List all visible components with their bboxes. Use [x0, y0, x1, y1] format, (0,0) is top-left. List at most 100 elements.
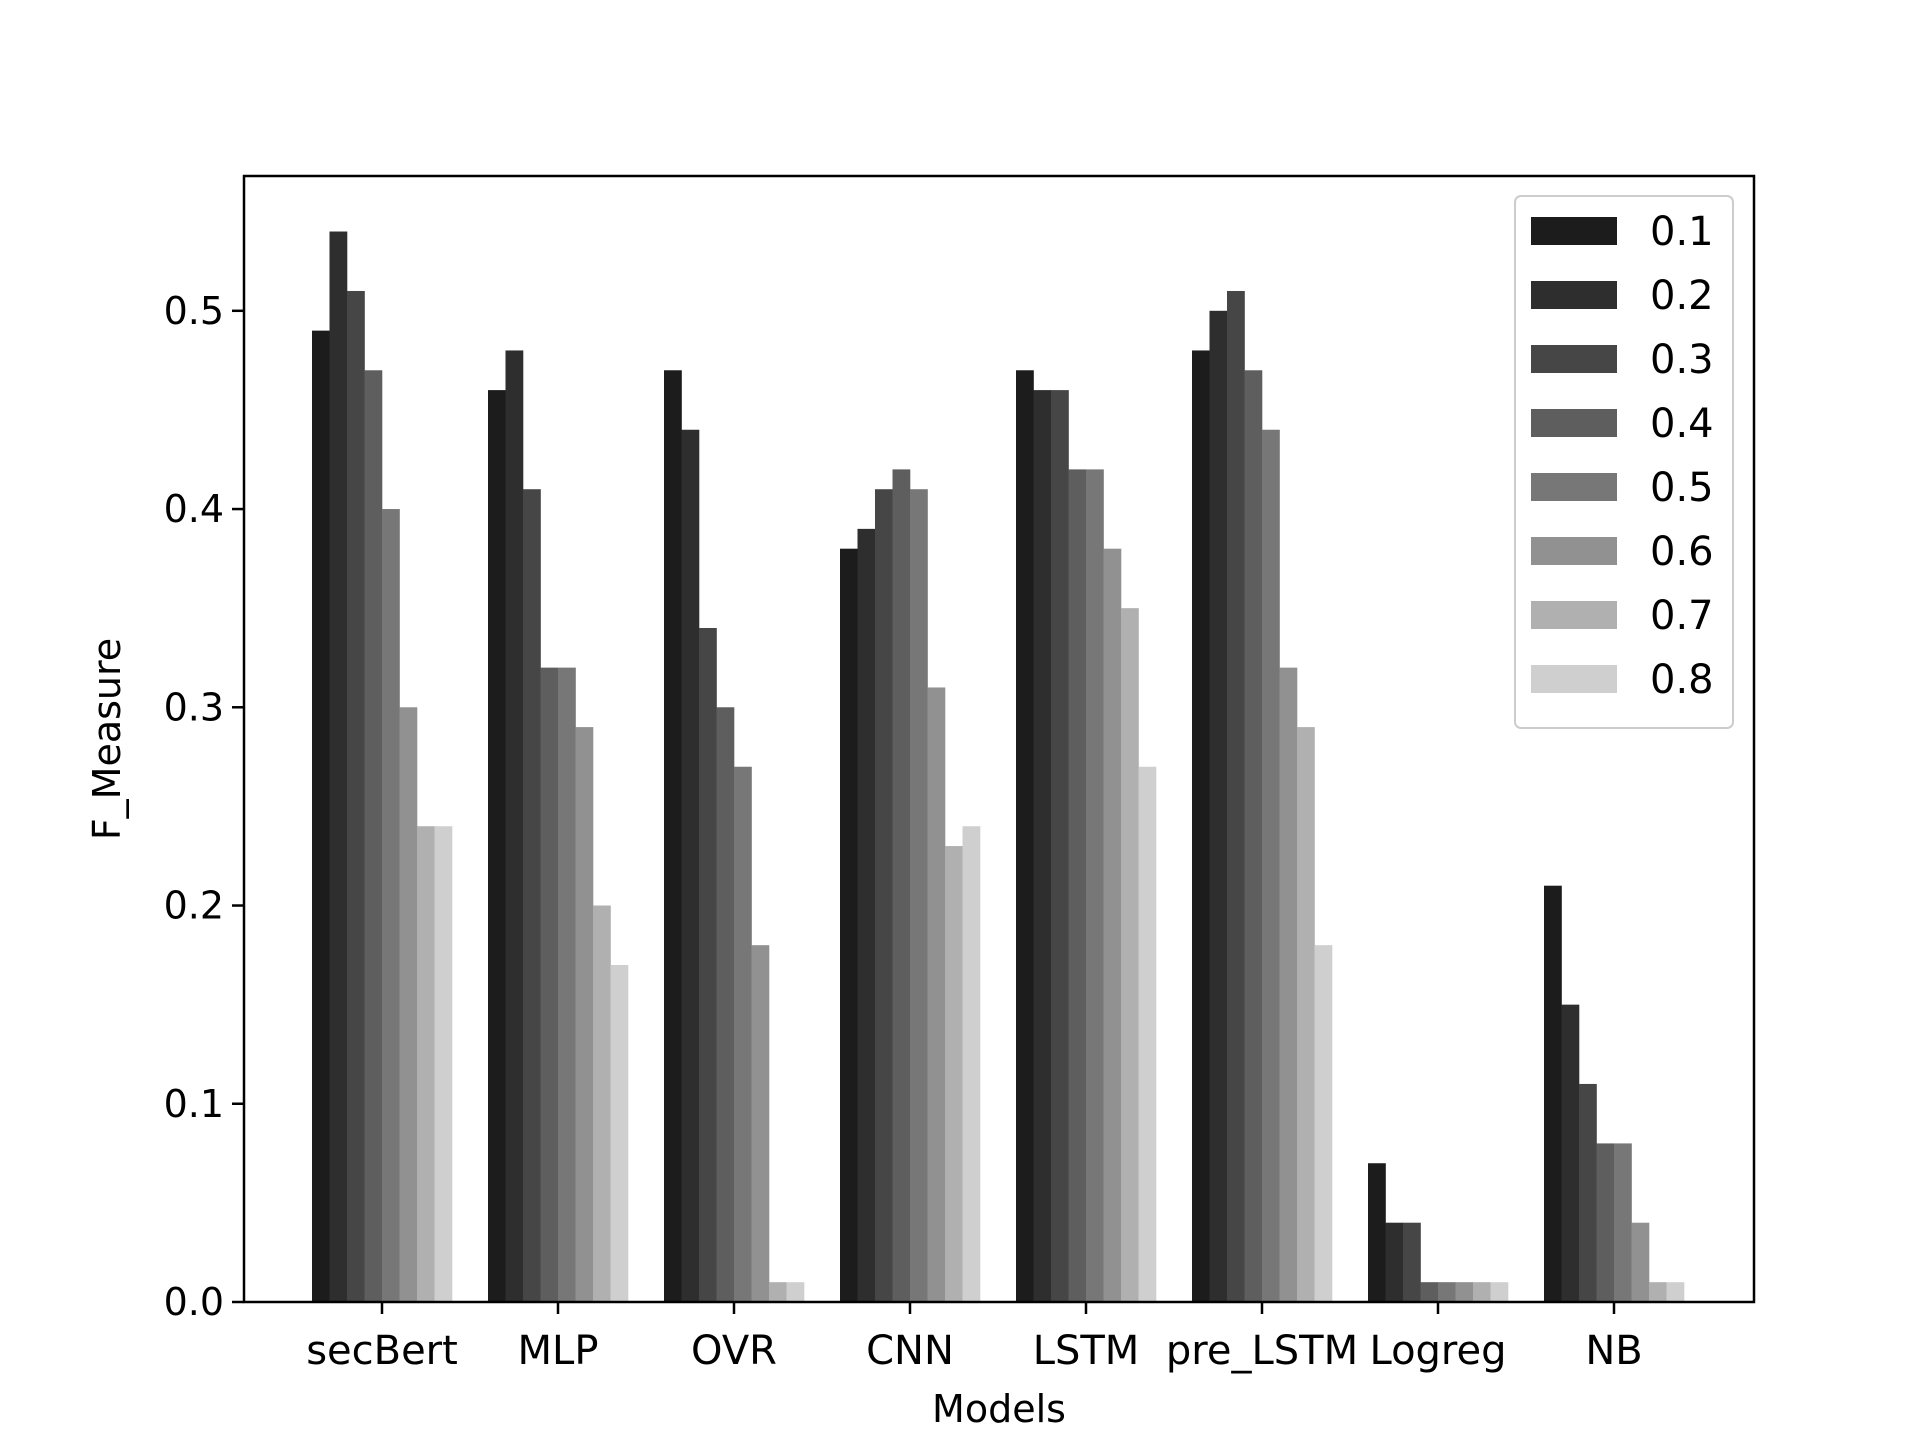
y-tick-label: 0.0	[164, 1280, 224, 1324]
legend-label-0.7: 0.7	[1650, 593, 1714, 639]
bar-NB-0.8	[1666, 1282, 1685, 1302]
bar-CNN-0.7	[945, 846, 963, 1302]
bar-NB-0.7	[1649, 1282, 1667, 1302]
bar-OVR-0.3	[699, 627, 717, 1302]
legend[interactable]: 0.1 0.2 0.3 0.4 0.5 0.6 0.7 0.8	[1514, 195, 1734, 729]
bar-Logreg-0.4	[1420, 1282, 1439, 1302]
bars-layer	[312, 231, 1685, 1303]
x-tick-label-MLP: MLP	[518, 1328, 599, 1374]
bar-pre_LSTM-0.8	[1314, 945, 1333, 1302]
bar-secBert-0.3	[347, 290, 365, 1303]
legend-swatch-0.7	[1531, 601, 1617, 629]
bar-secBert-0.4	[364, 370, 383, 1302]
legend-swatch-0.8	[1531, 665, 1617, 693]
y-tick-label: 0.3	[164, 685, 224, 729]
x-tick-label-secBert: secBert	[306, 1328, 458, 1374]
bar-NB-0.1	[1544, 885, 1562, 1302]
bar-secBert-0.7	[417, 826, 435, 1302]
x-tick-label-NB: NB	[1585, 1328, 1642, 1374]
bar-MLP-0.2	[505, 350, 524, 1302]
bar-Logreg-0.5	[1438, 1282, 1456, 1302]
legend-swatch-0.1	[1531, 217, 1617, 245]
bar-pre_LSTM-0.2	[1209, 310, 1228, 1302]
bar-Logreg-0.3	[1403, 1222, 1421, 1302]
bar-CNN-0.4	[892, 469, 911, 1302]
bar-LSTM-0.4	[1068, 469, 1087, 1302]
bar-pre_LSTM-0.1	[1192, 350, 1210, 1302]
bar-pre_LSTM-0.3	[1227, 290, 1245, 1303]
legend-label-0.1: 0.1	[1650, 209, 1714, 255]
bar-CNN-0.2	[857, 528, 876, 1302]
y-axis-label: F_Measure	[85, 638, 129, 840]
bar-NB-0.5	[1614, 1143, 1632, 1302]
y-tick-label: 0.4	[164, 487, 224, 531]
bar-MLP-0.3	[523, 489, 541, 1303]
legend-label-0.3: 0.3	[1650, 337, 1714, 383]
bar-NB-0.3	[1579, 1083, 1597, 1302]
bar-OVR-0.7	[769, 1282, 787, 1302]
bar-MLP-0.5	[558, 667, 576, 1302]
bar-CNN-0.6	[927, 687, 946, 1302]
x-axis-label: Models	[932, 1387, 1066, 1431]
bar-OVR-0.1	[664, 370, 682, 1302]
bar-pre_LSTM-0.5	[1262, 429, 1280, 1302]
bar-OVR-0.6	[751, 945, 770, 1302]
bar-LSTM-0.3	[1051, 390, 1069, 1303]
bar-Logreg-0.1	[1368, 1163, 1386, 1302]
y-tick-label: 0.1	[164, 1082, 224, 1126]
y-tick-label: 0.2	[164, 884, 224, 928]
x-tick-label-Logreg: Logreg	[1369, 1328, 1506, 1374]
x-axis: secBert MLP OVR CNN LSTM pre_LSTM Logreg NB	[306, 1302, 1643, 1374]
bar-pre_LSTM-0.6	[1279, 667, 1298, 1302]
bar-pre_LSTM-0.4	[1244, 370, 1263, 1302]
bar-secBert-0.6	[399, 707, 418, 1302]
plot-frame	[242, 174, 1756, 1304]
legend-swatch-0.6	[1531, 537, 1617, 565]
bar-LSTM-0.8	[1138, 766, 1157, 1302]
legend-swatch-0.2	[1531, 281, 1617, 309]
bar-secBert-0.2	[329, 231, 348, 1302]
bar-secBert-0.5	[382, 509, 400, 1302]
bar-CNN-0.1	[840, 548, 858, 1302]
legend-label-0.2: 0.2	[1650, 273, 1714, 319]
bar-OVR-0.4	[716, 707, 735, 1302]
bar-OVR-0.5	[734, 766, 752, 1302]
bar-NB-0.6	[1631, 1222, 1650, 1302]
bar-CNN-0.5	[910, 489, 928, 1303]
legend-label-0.6: 0.6	[1650, 529, 1714, 575]
bar-MLP-0.8	[610, 964, 629, 1302]
legend-frame	[1514, 195, 1734, 729]
bar-MLP-0.6	[575, 727, 594, 1302]
bar-CNN-0.8	[962, 826, 981, 1302]
bar-LSTM-0.6	[1103, 548, 1122, 1302]
bar-Logreg-0.6	[1455, 1282, 1474, 1302]
bar-LSTM-0.5	[1086, 469, 1104, 1302]
legend-swatch-0.3	[1531, 345, 1617, 373]
bar-CNN-0.3	[875, 489, 893, 1303]
bar-NB-0.2	[1561, 1004, 1580, 1302]
bar-MLP-0.7	[593, 905, 611, 1302]
x-tick-label-OVR: OVR	[691, 1328, 777, 1374]
bar-LSTM-0.1	[1016, 370, 1034, 1302]
bar-Logreg-0.2	[1385, 1222, 1404, 1302]
legend-label-0.4: 0.4	[1650, 401, 1714, 447]
y-tick-label: 0.5	[164, 289, 224, 333]
bar-MLP-0.1	[488, 390, 506, 1303]
bar-LSTM-0.7	[1121, 608, 1139, 1302]
bar-Logreg-0.7	[1473, 1282, 1491, 1302]
x-tick-label-LSTM: LSTM	[1033, 1328, 1140, 1374]
bar-pre_LSTM-0.7	[1297, 727, 1315, 1302]
legend-label-0.5: 0.5	[1650, 465, 1714, 511]
bar-OVR-0.8	[786, 1282, 805, 1302]
legend-label-0.8: 0.8	[1650, 657, 1714, 703]
legend-swatch-0.5	[1531, 473, 1617, 501]
bar-secBert-0.1	[312, 330, 330, 1302]
bar-NB-0.4	[1596, 1143, 1615, 1302]
y-axis: 0.0 0.1 0.2 0.3 0.4 0.5	[164, 289, 244, 1324]
x-tick-label-CNN: CNN	[866, 1328, 954, 1374]
bar-LSTM-0.2	[1033, 390, 1052, 1303]
legend-swatch-0.4	[1531, 409, 1617, 437]
bar-OVR-0.2	[681, 429, 700, 1302]
